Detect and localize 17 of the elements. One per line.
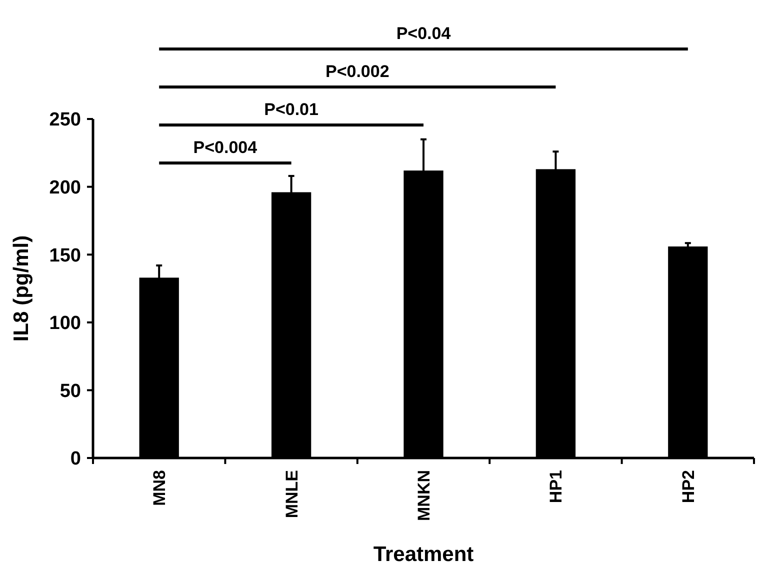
x-tick-label: MN8 xyxy=(150,470,170,506)
text: P<0.04 xyxy=(396,24,452,43)
text: P<0.002 xyxy=(325,62,390,81)
y-tick-label: 50 xyxy=(60,380,81,402)
annotation: P<0.01 xyxy=(264,100,318,119)
y-tick-label: 100 xyxy=(49,313,81,334)
x-tick-label: MNLE xyxy=(282,470,302,518)
y-tick-label: 250 xyxy=(49,110,81,131)
annotation: P<0.004 xyxy=(193,138,258,157)
x-axis-title: Treatment xyxy=(373,543,474,566)
y-tick-label: 150 xyxy=(49,245,81,266)
x-tick-label: HP1 xyxy=(546,470,566,504)
x-tick-label: MNKN xyxy=(414,470,434,521)
x-tick-label: HP2 xyxy=(678,470,698,504)
y-tick-label: 200 xyxy=(49,177,81,198)
y-tick-label: 0 xyxy=(70,448,81,470)
y-axis-title: IL8 (pg/ml) xyxy=(10,235,33,342)
